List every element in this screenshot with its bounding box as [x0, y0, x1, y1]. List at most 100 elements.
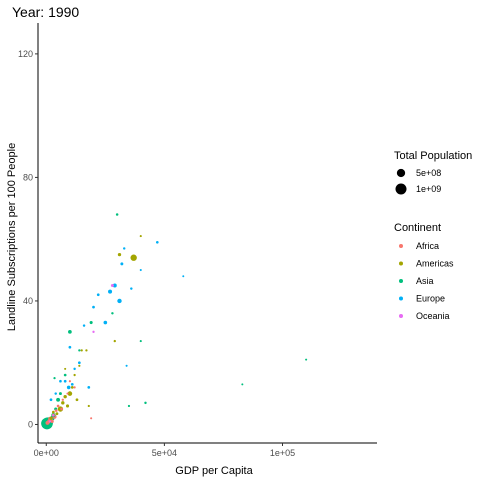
point-americas	[67, 391, 73, 396]
point-europe	[155, 240, 159, 244]
point-asia	[68, 329, 72, 334]
point-americas	[73, 373, 76, 377]
point-americas	[51, 410, 55, 414]
point-americas	[63, 394, 67, 399]
point-africa	[68, 380, 71, 383]
x-tick-label: 5e+04	[152, 448, 177, 458]
point-asia	[305, 358, 308, 361]
point-americas	[61, 401, 65, 405]
point-europe	[59, 379, 62, 383]
point-americas	[117, 252, 122, 257]
x-tick-label: 0e+00	[34, 448, 59, 458]
color-legend: Continent Africa Americas Asia Europe Oceani…	[394, 222, 454, 321]
point-asia	[139, 340, 142, 343]
color-legend-title: Continent	[394, 222, 441, 234]
point-europe	[108, 289, 113, 294]
point-americas	[55, 412, 59, 416]
y-tick-label: 80	[23, 172, 33, 182]
point-europe	[66, 385, 71, 390]
chart-title: Year: 1990	[12, 4, 79, 20]
point-asia	[127, 404, 131, 408]
point-americas	[49, 416, 53, 420]
x-axis-title: GDP per Capita	[175, 465, 253, 477]
point-europe	[87, 386, 91, 389]
point-africa	[66, 392, 69, 395]
point-americas	[85, 349, 88, 352]
point-europe	[103, 320, 108, 325]
point-europe	[125, 364, 128, 367]
color-legend-label: Americas	[416, 259, 454, 269]
point-europe	[73, 367, 76, 371]
color-legend-label: Asia	[416, 276, 434, 286]
point-americas	[78, 364, 81, 367]
point-asia	[111, 312, 114, 315]
size-legend-label: 5e+08	[416, 168, 441, 178]
point-americas	[130, 254, 137, 261]
point-europe	[120, 262, 124, 266]
point-europe	[82, 324, 86, 327]
point-europe	[54, 392, 57, 395]
point-europe	[182, 275, 185, 278]
color-legend-key	[399, 279, 403, 283]
size-legend-label: 1e+09	[416, 184, 441, 194]
size-legend-key	[396, 168, 406, 178]
point-oceania	[110, 284, 114, 287]
y-tick-label: 120	[18, 49, 33, 59]
point-asia	[144, 401, 147, 405]
point-asia	[78, 349, 81, 352]
size-legend-title: Total Population	[394, 150, 472, 162]
point-asia	[58, 392, 62, 396]
point-africa	[73, 386, 76, 389]
y-axis: 0 40 80 120	[18, 23, 39, 443]
color-legend-label: Europe	[416, 294, 445, 304]
point-africa	[56, 404, 60, 408]
point-africa	[54, 409, 58, 412]
y-axis-title: Landline Subscriptions per 100 People	[6, 143, 18, 331]
point-europe	[63, 379, 67, 383]
point-europe	[70, 382, 74, 386]
point-asia	[115, 213, 119, 216]
color-legend-key	[399, 244, 403, 248]
point-europe	[117, 298, 122, 304]
point-europe	[139, 269, 142, 272]
point-asia	[56, 397, 61, 402]
point-americas	[113, 339, 116, 343]
point-americas	[64, 367, 67, 370]
point-asia	[53, 377, 56, 380]
point-africa	[61, 398, 64, 401]
size-legend: Total Population 5e+08 1e+09	[394, 150, 472, 195]
color-legend-key	[399, 314, 403, 318]
point-oceania	[48, 420, 52, 423]
point-europe	[96, 293, 100, 297]
point-asia	[241, 383, 244, 386]
point-europe	[77, 361, 81, 365]
y-tick-label: 40	[23, 296, 33, 306]
point-europe	[68, 345, 72, 349]
point-asia	[89, 321, 93, 325]
point-europe	[49, 398, 53, 402]
point-americas	[70, 386, 74, 389]
point-europe	[112, 283, 117, 288]
point-oceania	[52, 414, 55, 417]
point-africa	[60, 407, 63, 411]
point-americas	[139, 235, 142, 238]
y-tick-label: 0	[28, 419, 33, 429]
x-axis: 0e+00 5e+04 1e+05	[34, 442, 377, 458]
point-africa	[50, 419, 54, 424]
color-legend-label: Africa	[416, 241, 439, 251]
point-americas	[75, 398, 79, 402]
point-americas	[80, 349, 83, 352]
point-americas	[65, 404, 70, 408]
point-europe	[130, 287, 133, 290]
point-americas	[87, 404, 90, 408]
point-africa	[90, 417, 93, 420]
color-legend-label: Oceania	[416, 311, 450, 321]
point-europe	[123, 247, 126, 250]
plot-area	[41, 213, 308, 430]
point-oceania	[92, 330, 95, 333]
point-asia	[63, 373, 67, 377]
color-legend-key	[399, 261, 403, 266]
point-europe	[92, 305, 95, 309]
size-legend-key	[395, 183, 407, 195]
